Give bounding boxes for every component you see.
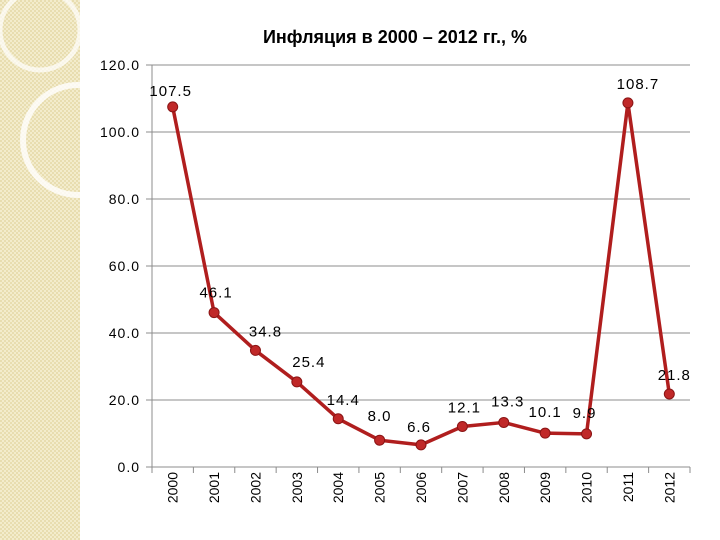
x-tick-label: 2006 xyxy=(413,472,429,503)
y-tick-label: 40.0 xyxy=(109,325,140,341)
x-tick-label: 2010 xyxy=(579,472,595,503)
data-label: 10.1 xyxy=(529,404,562,421)
x-tick-label: 2007 xyxy=(454,472,470,503)
data-label: 8.0 xyxy=(368,408,392,425)
decorative-background-panel xyxy=(0,0,80,540)
series-line xyxy=(170,101,672,447)
y-tick-label: 80.0 xyxy=(109,191,140,207)
x-axis: 2000 2001 2002 2003 2004 2005 2006 2007 2008 2009… xyxy=(151,466,691,503)
data-point xyxy=(622,97,634,109)
inflation-series xyxy=(167,97,675,451)
x-tick-label: 2001 xyxy=(206,472,222,503)
data-point xyxy=(374,434,386,446)
data-label: 6.6 xyxy=(407,419,431,436)
data-label: 34.8 xyxy=(249,323,282,340)
x-tick-label: 2011 xyxy=(620,472,636,502)
data-label: 21.8 xyxy=(658,367,691,384)
y-tick-label: 100.0 xyxy=(100,124,140,140)
y-tick-label: 120.0 xyxy=(100,57,140,73)
x-tick-label: 2000 xyxy=(165,472,181,503)
x-tick-label: 2003 xyxy=(289,472,305,503)
data-label: 14.4 xyxy=(327,392,360,409)
y-tick-label: 60.0 xyxy=(109,258,140,274)
data-point xyxy=(167,101,179,113)
x-tick-label: 2008 xyxy=(496,472,512,503)
y-tick-label: 0.0 xyxy=(118,459,140,475)
data-point xyxy=(456,420,468,432)
data-labels: 107.5 46.1 34.8 25.4 14.4 8.0 6.6 12.1 13.3 10.1 9… xyxy=(149,76,691,436)
data-label: 46.1 xyxy=(199,285,232,302)
x-tick-label: 2002 xyxy=(247,472,263,503)
data-label: 108.7 xyxy=(617,76,660,93)
data-point xyxy=(539,427,551,439)
y-tick-label: 20.0 xyxy=(109,392,140,408)
x-tick-label: 2005 xyxy=(372,472,388,503)
data-point xyxy=(581,428,593,440)
data-label: 13.3 xyxy=(491,393,524,410)
data-label: 9.9 xyxy=(573,405,597,422)
data-label: 25.4 xyxy=(292,354,325,371)
data-point xyxy=(498,416,510,428)
data-point xyxy=(208,307,220,319)
x-tick-label: 2009 xyxy=(537,472,553,503)
x-tick-label: 2012 xyxy=(661,472,677,503)
y-axis: 0.0 20.0 40.0 60.0 80.0 100.0 120.0 xyxy=(100,57,153,475)
data-point xyxy=(415,439,427,451)
data-label: 107.5 xyxy=(149,83,192,100)
data-point xyxy=(663,388,675,400)
data-label: 12.1 xyxy=(448,399,481,416)
x-tick-label: 2004 xyxy=(330,472,346,503)
data-point xyxy=(249,344,261,356)
data-point xyxy=(291,376,303,388)
chart-title: Инфляция в 2000 – 2012 гг., % xyxy=(263,27,527,47)
data-point xyxy=(332,413,344,425)
